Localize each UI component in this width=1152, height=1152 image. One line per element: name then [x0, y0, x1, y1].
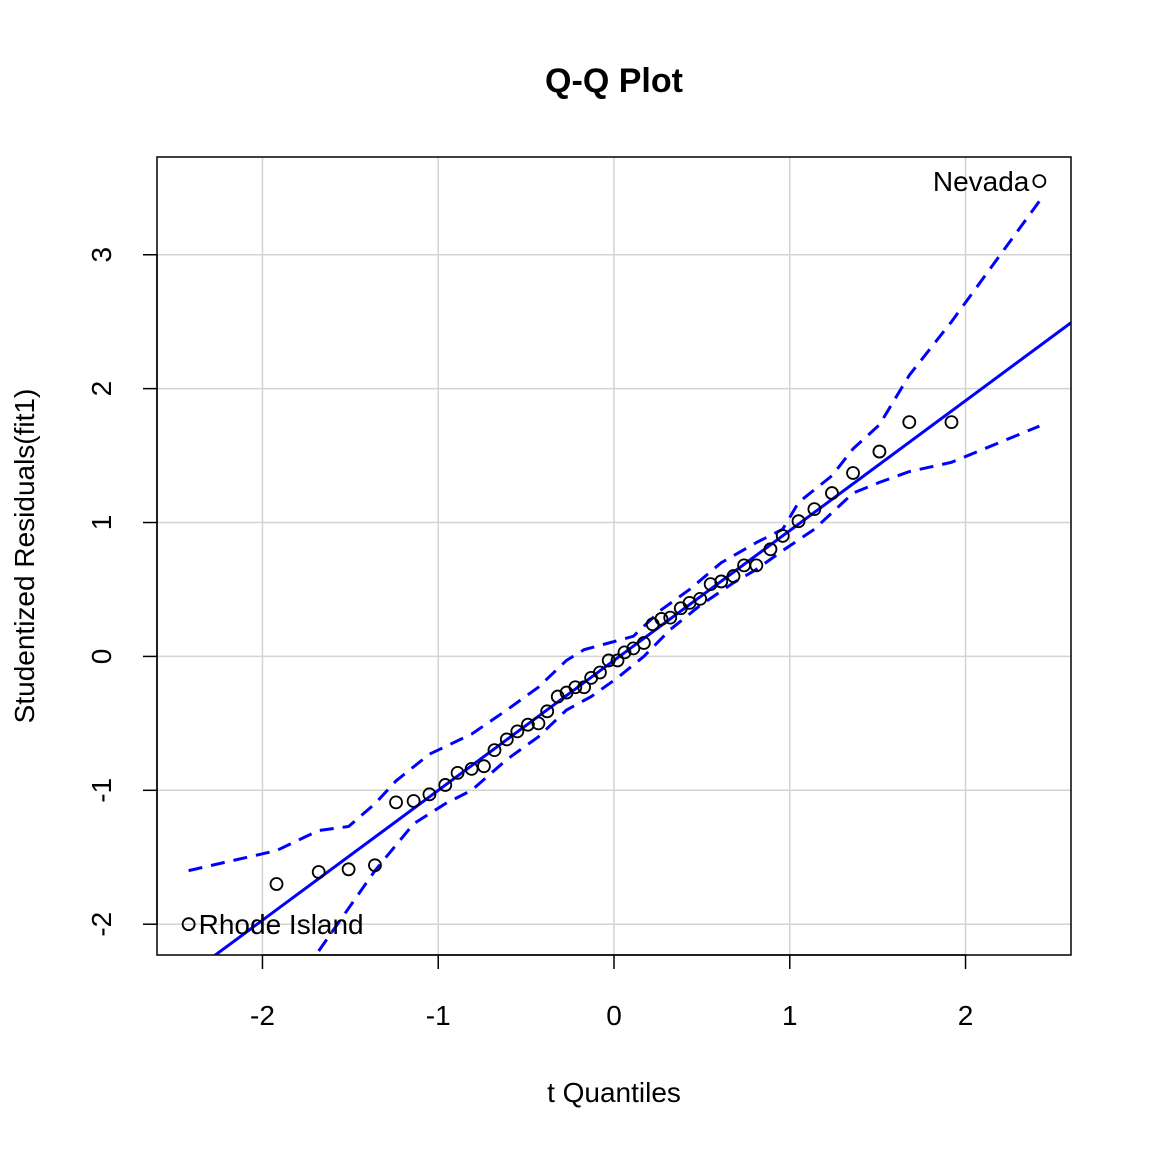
data-point — [269, 877, 284, 891]
data-point — [341, 862, 356, 877]
data-point — [726, 569, 741, 583]
y-tick-label: 1 — [86, 515, 117, 531]
data-point — [550, 689, 565, 704]
data-point — [714, 574, 729, 589]
data-point — [763, 542, 778, 557]
data-point — [510, 724, 525, 739]
data-point — [422, 787, 437, 802]
data-point — [181, 917, 196, 932]
confidence-band-layer — [188, 200, 1041, 952]
data-point — [368, 858, 382, 873]
data-point — [825, 486, 839, 500]
data-point — [1032, 174, 1047, 189]
data-point — [450, 766, 465, 780]
lower-confidence-band — [317, 424, 1040, 952]
data-point — [499, 732, 514, 747]
data-point — [593, 665, 607, 680]
data-point — [601, 653, 616, 668]
data-point — [663, 610, 678, 625]
x-tick-label: 0 — [606, 1000, 622, 1031]
data-point — [775, 529, 790, 543]
data-point — [693, 591, 708, 606]
data-point — [807, 502, 822, 517]
data-point — [846, 466, 860, 480]
y-tick-label: 0 — [86, 649, 117, 665]
x-tick-label: -1 — [426, 1000, 451, 1031]
data-point — [654, 612, 669, 626]
data-point — [872, 444, 887, 459]
data-point — [902, 415, 917, 430]
data-point — [645, 617, 660, 632]
x-axis-label: t Quantiles — [547, 1077, 681, 1108]
y-axis: -2 -1 0 1 2 3 — [86, 247, 158, 937]
data-point — [477, 759, 491, 774]
data-point — [568, 680, 583, 695]
chart-title: Q-Q Plot — [545, 62, 683, 100]
data-point — [617, 645, 632, 660]
data-point — [749, 558, 764, 573]
data-point — [406, 794, 421, 808]
y-tick-label: 3 — [86, 247, 117, 263]
data-point — [531, 716, 546, 731]
point-label: Nevada — [933, 166, 1030, 197]
data-point — [610, 653, 625, 668]
point-label: Rhode Island — [199, 909, 364, 940]
data-point — [540, 704, 555, 719]
data-point — [636, 636, 651, 650]
x-axis: -2 -1 0 1 2 — [250, 954, 974, 1031]
x-tick-label: 2 — [958, 1000, 974, 1031]
y-tick-label: -1 — [86, 778, 117, 803]
data-point — [520, 717, 535, 732]
data-point — [487, 743, 502, 758]
y-tick-label: 2 — [86, 381, 117, 397]
data-point — [389, 795, 403, 810]
x-tick-label: 1 — [782, 1000, 798, 1031]
data-point — [311, 865, 326, 879]
y-tick-label: -2 — [86, 912, 117, 937]
data-point — [944, 415, 959, 430]
data-point — [626, 641, 641, 656]
data-point — [438, 778, 453, 792]
upper-confidence-band — [188, 200, 1041, 873]
x-tick-label: -2 — [250, 1000, 275, 1031]
grid — [157, 157, 1071, 955]
annotations-layer: Nevada Rhode Island — [199, 166, 1030, 940]
data-point — [577, 680, 592, 695]
points-layer — [181, 174, 1047, 932]
data-point — [791, 514, 806, 529]
y-axis-label: Studentized Residuals(fit1) — [9, 389, 40, 724]
